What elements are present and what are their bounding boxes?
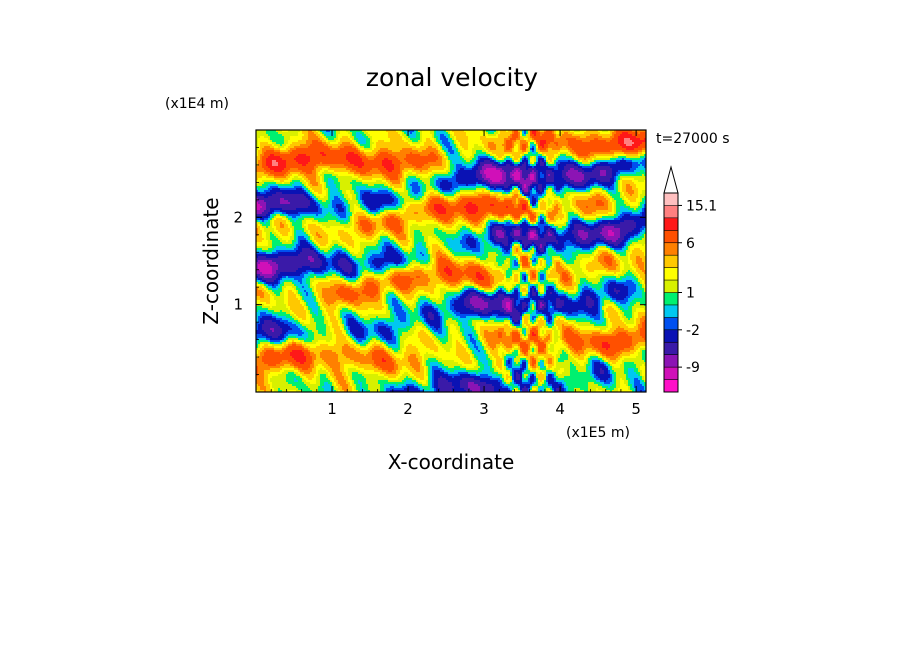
y-tick-label: 1 (233, 296, 243, 314)
colorbar-segment (664, 267, 678, 281)
colorbar-segment (664, 280, 678, 293)
colorbar-label: 1 (686, 286, 695, 302)
colorbar-segment (664, 317, 678, 331)
colorbar-extend-arrow (663, 165, 679, 194)
x-axis-label: X-coordinate (388, 450, 515, 474)
heatmap-field (256, 130, 646, 392)
colorbar-segment (664, 379, 678, 393)
colorbar-segment (664, 230, 678, 244)
colorbar-segment (664, 367, 678, 380)
x-tick-label: 4 (555, 400, 565, 418)
y-axis-label: Z-coordinate (199, 197, 223, 324)
x-tick-label: 3 (479, 400, 489, 418)
x-tick-label: 5 (631, 400, 641, 418)
y-units-label: (x1E4 m) (165, 96, 229, 112)
x-tick-label: 2 (403, 400, 413, 418)
colorbar-segment (664, 342, 678, 355)
colorbar-segment (664, 193, 678, 206)
colorbar-segment (664, 292, 678, 306)
colorbar-label: -9 (686, 360, 700, 376)
colorbar-segment (664, 329, 678, 343)
colorbar-segment (664, 354, 678, 368)
colorbar-segment (664, 304, 678, 318)
x-units-label: (x1E5 m) (566, 425, 630, 441)
chart-title: zonal velocity (366, 63, 538, 92)
colorbar-segment (664, 255, 678, 268)
y-axis: 12 (233, 147, 646, 375)
heatmap-plot-area (255, 129, 647, 393)
colorbar-label: 6 (686, 236, 695, 252)
y-tick-label: 2 (233, 208, 243, 226)
colorbar-segment (664, 205, 678, 219)
colorbar-label: -2 (686, 323, 700, 339)
colorbar: 15.1 6 1 -2 -9 (663, 165, 717, 393)
colorbar-segment (664, 242, 678, 256)
colorbar-segment (664, 217, 678, 231)
x-axis: 1 2 3 4 5 (270, 130, 641, 418)
plot-frame (255, 129, 647, 393)
time-label: t=27000 s (656, 131, 730, 147)
colorbar-label: 15.1 (686, 198, 717, 214)
x-tick-label: 1 (327, 400, 337, 418)
